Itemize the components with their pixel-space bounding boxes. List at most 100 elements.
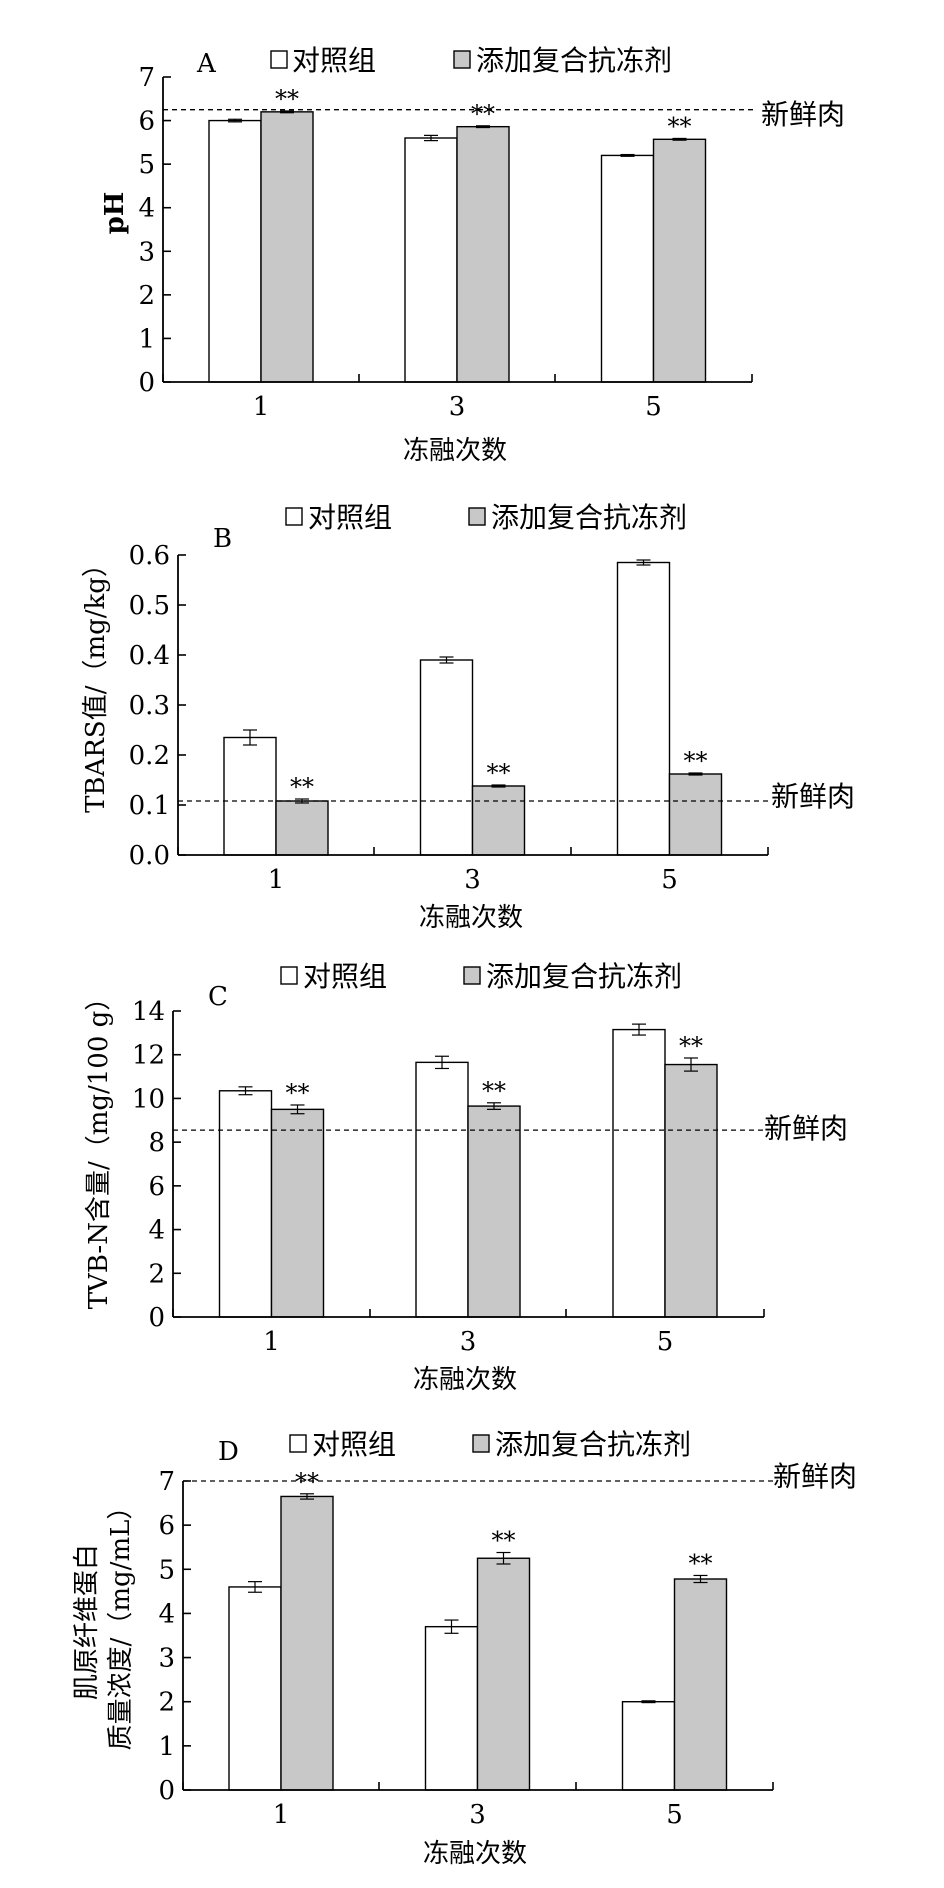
bar-control — [419, 659, 474, 856]
reference-label: 新鲜肉 — [771, 780, 855, 813]
bar-control — [415, 1061, 469, 1318]
bar-control — [424, 1625, 479, 1791]
x-tick-label: 3 — [464, 865, 481, 895]
bar-control — [223, 736, 277, 856]
bar-treatment — [280, 1495, 334, 1791]
significance-mark: ** — [487, 759, 511, 787]
y-tick-label: 4 — [138, 194, 155, 224]
reference-label: 新鲜肉 — [761, 98, 845, 131]
y-tick-label: 0.5 — [129, 591, 170, 621]
y-tick-label: 2 — [138, 281, 155, 311]
significance-mark: ** — [275, 85, 299, 113]
significance-mark: ** — [286, 1079, 310, 1107]
reference-label: 新鲜肉 — [764, 1112, 848, 1145]
legend-swatch-treatment — [463, 966, 481, 985]
y-tick-label: 10 — [132, 1084, 165, 1114]
significance-mark: ** — [492, 1527, 516, 1555]
x-tick-label: 5 — [657, 1327, 674, 1357]
legend-label-treatment: 添加复合抗冻剂 — [495, 1428, 691, 1461]
bar-control — [600, 154, 655, 383]
significance-mark: ** — [295, 1468, 319, 1496]
bar-treatment — [668, 773, 723, 856]
y-tick-label: 5 — [158, 1555, 175, 1585]
bar-control — [404, 137, 458, 383]
y-tick-label: 14 — [132, 997, 165, 1027]
legend-swatch-treatment — [453, 50, 471, 69]
y-tick-label: 0.3 — [129, 691, 170, 721]
bar-treatment — [467, 1105, 521, 1318]
y-tick-label: 0.0 — [129, 841, 170, 871]
y-axis-title: pH — [100, 192, 130, 235]
bar-treatment — [652, 138, 707, 383]
y-tick-label: 4 — [148, 1216, 165, 1246]
legend-label-control: 对照组 — [292, 44, 376, 77]
y-tick-label: 0.6 — [129, 541, 170, 571]
bar-control — [228, 1586, 282, 1791]
x-tick-label: 1 — [263, 1327, 280, 1357]
bar-treatment — [471, 785, 526, 856]
legend-swatch-control — [289, 1434, 307, 1453]
x-tick-label: 5 — [645, 392, 662, 422]
bar-control — [218, 1090, 273, 1318]
bar-treatment — [476, 1557, 531, 1791]
y-tick-label: 0 — [158, 1776, 175, 1806]
y-tick-label: 4 — [158, 1599, 175, 1629]
panel-label: A — [196, 49, 217, 79]
bar-treatment — [270, 1108, 325, 1318]
panel-label: C — [208, 982, 228, 1012]
bar-treatment — [673, 1578, 728, 1791]
y-tick-label: 3 — [138, 237, 155, 267]
x-axis-title: 冻融次数 — [419, 903, 523, 933]
x-tick-label: 1 — [253, 392, 270, 422]
panel-a: A 对照组 添加复合抗冻剂 pH 冻融次数 新鲜肉 0 1 2 3 4 5 6 7 ** 1 ** 3… — [100, 44, 845, 466]
x-axis-title: 冻融次数 — [413, 1365, 517, 1395]
panel-c: C 对照组 添加复合抗冻剂 TVB-N含量/（mg/100 g） 冻融次数 新鲜… — [84, 960, 848, 1395]
bar-treatment — [260, 111, 314, 383]
legend-label-control: 对照组 — [303, 960, 387, 993]
x-tick-label: 1 — [268, 865, 285, 895]
significance-mark: ** — [689, 1549, 713, 1577]
reference-label: 新鲜肉 — [773, 1460, 857, 1493]
panel-label: B — [213, 524, 232, 554]
legend-swatch-control — [280, 966, 298, 985]
significance-mark: ** — [290, 773, 314, 801]
bar-treatment — [275, 800, 329, 856]
y-tick-label: 2 — [148, 1259, 165, 1289]
bar-control — [208, 119, 262, 383]
bar-control — [616, 561, 671, 856]
y-tick-label: 0.1 — [129, 791, 170, 821]
x-tick-label: 3 — [449, 392, 466, 422]
y-tick-label: 2 — [158, 1688, 175, 1718]
legend-label-treatment: 添加复合抗冻剂 — [486, 960, 682, 993]
y-tick-label: 5 — [138, 150, 155, 180]
y-tick-label: 12 — [132, 1041, 165, 1071]
legend-label-control: 对照组 — [312, 1428, 396, 1461]
significance-mark: ** — [471, 100, 495, 128]
significance-mark: ** — [482, 1077, 506, 1105]
legend-swatch-control — [285, 507, 303, 526]
bar-control — [612, 1028, 666, 1318]
y-tick-label: 0.2 — [129, 741, 170, 771]
legend-label-control: 对照组 — [308, 501, 392, 534]
x-tick-label: 3 — [460, 1327, 477, 1357]
significance-mark: ** — [668, 112, 692, 140]
legend-swatch-control — [270, 50, 288, 69]
y-tick-label: 0 — [148, 1303, 165, 1333]
y-tick-label: 6 — [138, 107, 155, 137]
bar-control — [621, 1701, 676, 1791]
y-tick-label: 7 — [138, 63, 155, 93]
panel-label: D — [218, 1437, 239, 1467]
x-tick-label: 5 — [666, 1800, 683, 1830]
y-tick-label: 6 — [148, 1172, 165, 1202]
bar-treatment — [664, 1063, 718, 1318]
legend-swatch-treatment — [468, 507, 486, 526]
y-tick-label: 1 — [158, 1732, 175, 1762]
y-tick-label: 1 — [138, 324, 155, 354]
y-axis-title-line-2: 质量浓度/（mg/mL） — [106, 1494, 136, 1751]
x-axis-title: 冻融次数 — [403, 436, 507, 466]
legend-label-treatment: 添加复合抗冻剂 — [491, 501, 687, 534]
x-axis-title: 冻融次数 — [423, 1839, 527, 1869]
y-axis-title: TBARS值/（mg/kg） — [81, 551, 111, 813]
y-tick-label: 6 — [158, 1511, 175, 1541]
